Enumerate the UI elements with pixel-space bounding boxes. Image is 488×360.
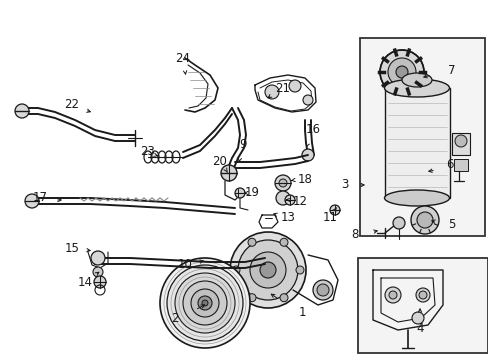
Text: 11: 11: [322, 211, 337, 225]
Circle shape: [329, 205, 339, 215]
Text: 2: 2: [171, 311, 179, 324]
Circle shape: [415, 288, 429, 302]
Circle shape: [316, 284, 328, 296]
Bar: [384, 88, 449, 198]
Circle shape: [288, 80, 301, 92]
Circle shape: [303, 95, 312, 105]
Ellipse shape: [410, 206, 438, 234]
Text: 22: 22: [64, 99, 80, 112]
Circle shape: [388, 291, 396, 299]
Text: 18: 18: [297, 174, 312, 186]
Circle shape: [387, 58, 415, 86]
Circle shape: [91, 251, 105, 265]
Circle shape: [295, 266, 304, 274]
Bar: [359, 38, 484, 236]
Circle shape: [395, 66, 407, 78]
Circle shape: [416, 212, 432, 228]
Circle shape: [160, 258, 249, 348]
Text: 16: 16: [305, 123, 320, 136]
Text: 19: 19: [244, 186, 259, 199]
Circle shape: [231, 266, 240, 274]
Text: 23: 23: [140, 145, 155, 158]
Text: 7: 7: [447, 63, 455, 77]
Circle shape: [202, 300, 207, 306]
Circle shape: [167, 265, 243, 341]
Text: 15: 15: [64, 242, 79, 255]
Circle shape: [454, 135, 466, 147]
Circle shape: [275, 191, 289, 205]
Circle shape: [183, 281, 226, 325]
Circle shape: [175, 273, 235, 333]
Circle shape: [411, 312, 423, 324]
Circle shape: [274, 175, 290, 191]
Text: 6: 6: [446, 158, 453, 171]
Circle shape: [249, 252, 285, 288]
Circle shape: [229, 232, 305, 308]
Circle shape: [25, 194, 39, 208]
Text: 17: 17: [32, 192, 47, 204]
Text: 3: 3: [341, 179, 348, 192]
Circle shape: [279, 179, 286, 187]
Text: 4: 4: [415, 321, 423, 334]
Circle shape: [379, 50, 423, 94]
Text: 13: 13: [280, 211, 295, 225]
Circle shape: [280, 238, 287, 246]
Text: 5: 5: [447, 219, 455, 231]
Circle shape: [302, 149, 313, 161]
Circle shape: [418, 291, 426, 299]
Circle shape: [238, 240, 297, 300]
Circle shape: [93, 267, 103, 277]
Circle shape: [198, 296, 212, 310]
Text: 8: 8: [350, 229, 358, 242]
Circle shape: [392, 217, 404, 229]
Text: 1: 1: [298, 306, 305, 319]
Circle shape: [94, 276, 106, 288]
Text: 20: 20: [212, 156, 227, 168]
Text: 14: 14: [77, 275, 92, 288]
Circle shape: [247, 294, 256, 302]
Circle shape: [264, 85, 279, 99]
Circle shape: [191, 289, 219, 317]
Bar: [453, 159, 467, 171]
Circle shape: [285, 195, 294, 205]
Circle shape: [260, 262, 275, 278]
Text: 21: 21: [275, 81, 290, 94]
Text: 24: 24: [175, 51, 190, 64]
Circle shape: [312, 280, 332, 300]
Ellipse shape: [384, 79, 448, 97]
Text: 10: 10: [177, 258, 192, 271]
Text: 12: 12: [292, 195, 307, 208]
Bar: [451, 133, 469, 155]
Bar: [357, 258, 487, 353]
Circle shape: [280, 294, 287, 302]
Circle shape: [15, 104, 29, 118]
Circle shape: [235, 188, 244, 198]
Circle shape: [221, 165, 237, 181]
Text: 9: 9: [239, 139, 246, 152]
Ellipse shape: [384, 190, 448, 206]
Ellipse shape: [401, 73, 431, 87]
Circle shape: [384, 287, 400, 303]
Circle shape: [247, 238, 256, 246]
